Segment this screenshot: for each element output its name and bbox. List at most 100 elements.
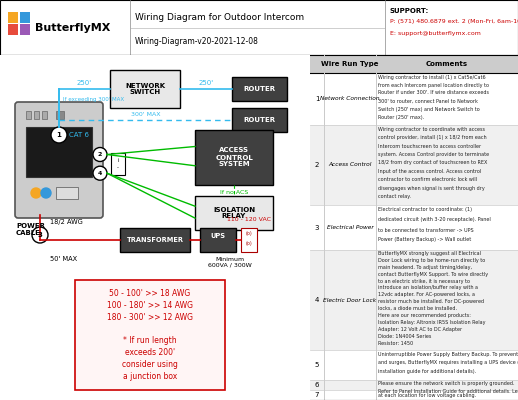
Text: NETWORK
SWITCH: NETWORK SWITCH (125, 82, 165, 96)
Text: If no ACS: If no ACS (220, 190, 248, 195)
Text: to an electric strike, it is necessary to: to an electric strike, it is necessary t… (378, 278, 470, 284)
Text: from each Intercom panel location directly to: from each Intercom panel location direct… (378, 82, 489, 88)
Bar (310, 380, 518, 390)
Text: 7: 7 (315, 392, 319, 398)
Bar (241, 228, 257, 252)
Text: Refer to Panel Installation Guide for additional details. Leave 6' service loop: Refer to Panel Installation Guide for ad… (378, 390, 518, 394)
Text: 4: 4 (98, 171, 102, 176)
Text: ROUTER: ROUTER (243, 117, 276, 123)
Text: 18/2 AWG: 18/2 AWG (50, 219, 83, 225)
Text: 6: 6 (315, 382, 319, 388)
Bar (56, 187, 78, 199)
Circle shape (41, 188, 51, 198)
Text: Here are our recommended products:: Here are our recommended products: (378, 313, 471, 318)
Text: Wire Run Type: Wire Run Type (321, 61, 379, 67)
Bar (200, 228, 236, 252)
Text: Input of the access control. Access control: Input of the access control. Access cont… (378, 169, 481, 174)
Text: ACCESS
CONTROL
SYSTEM: ACCESS CONTROL SYSTEM (215, 148, 253, 168)
Text: -: - (117, 165, 119, 170)
Text: main headend. To adjust timing/delay,: main headend. To adjust timing/delay, (378, 265, 472, 270)
Text: Please ensure the network switch is properly grounded.: Please ensure the network switch is prop… (378, 381, 514, 386)
Text: locks, a diode must be installed.: locks, a diode must be installed. (378, 306, 457, 311)
Bar (20, 24, 30, 35)
Text: 110 - 120 VAC: 110 - 120 VAC (227, 217, 271, 222)
Text: Network Connection: Network Connection (320, 96, 380, 102)
Text: ButterflyMX: ButterflyMX (35, 23, 110, 33)
Text: Door Lock wiring to be home-run directly to: Door Lock wiring to be home-run directly… (378, 258, 485, 263)
Text: POWER
CABLE: POWER CABLE (16, 223, 45, 236)
Text: contact relay.: contact relay. (378, 194, 411, 199)
Bar (232, 77, 287, 101)
Text: (o): (o) (246, 232, 252, 236)
Text: Electrical Power: Electrical Power (327, 225, 373, 230)
Bar (8, 24, 18, 35)
Bar (310, 55, 518, 73)
Text: to be connected to transformer -> UPS: to be connected to transformer -> UPS (378, 228, 473, 232)
Text: contact ButterflyMX Support. To wire directly: contact ButterflyMX Support. To wire dir… (378, 272, 488, 277)
Text: ROUTER: ROUTER (243, 86, 276, 92)
Text: disengages when signal is sent through dry: disengages when signal is sent through d… (378, 186, 485, 191)
Bar (232, 108, 287, 132)
Circle shape (93, 148, 107, 162)
Bar (120, 228, 190, 252)
Text: 1: 1 (56, 132, 62, 138)
Bar (310, 73, 518, 125)
Text: 300' to router, connect Panel to Network: 300' to router, connect Panel to Network (378, 98, 478, 104)
Bar (310, 125, 518, 205)
Text: 4: 4 (315, 297, 319, 303)
Text: SUPPORT:: SUPPORT: (390, 8, 429, 14)
Text: Isolation Relay: Altronix IR5S Isolation Relay: Isolation Relay: Altronix IR5S Isolation… (378, 320, 485, 325)
Bar (42, 111, 47, 119)
Text: 50 - 100' >> 18 AWG
100 - 180' >> 14 AWG
180 - 300' >> 12 AWG

* If run length
e: 50 - 100' >> 18 AWG 100 - 180' >> 14 AWG… (107, 289, 193, 381)
Text: system. Access Control provider to terminate: system. Access Control provider to termi… (378, 152, 489, 157)
Text: Switch (250' max) and Network Switch to: Switch (250' max) and Network Switch to (378, 106, 480, 112)
Text: Wiring contractor to coordinate with access: Wiring contractor to coordinate with acc… (378, 127, 485, 132)
Text: 250': 250' (77, 80, 92, 86)
Text: E: support@butterflymx.com: E: support@butterflymx.com (390, 30, 481, 36)
Text: Minimum
600VA / 300W: Minimum 600VA / 300W (208, 257, 252, 268)
Text: 12vdc adapter. For AC-powered locks, a: 12vdc adapter. For AC-powered locks, a (378, 292, 475, 297)
Text: dedicated circuit (with 3-20 receptacle). Panel: dedicated circuit (with 3-20 receptacle)… (378, 218, 491, 222)
Text: TRANSFORMER: TRANSFORMER (126, 237, 183, 243)
Text: Access Control: Access Control (328, 162, 372, 168)
Text: Adapter: 12 Volt AC to DC Adapter: Adapter: 12 Volt AC to DC Adapter (378, 327, 462, 332)
Text: Router (250' max).: Router (250' max). (378, 114, 424, 120)
Text: 3: 3 (38, 232, 42, 238)
Text: 250': 250' (198, 80, 213, 86)
Text: Electric Door Lock: Electric Door Lock (323, 298, 377, 302)
Text: i: i (117, 158, 119, 163)
Text: Router if under 300'. If wire distance exceeds: Router if under 300'. If wire distance e… (378, 90, 489, 96)
Text: Power (Battery Backup) -> Wall outlet: Power (Battery Backup) -> Wall outlet (378, 238, 471, 242)
Bar (34, 111, 39, 119)
Circle shape (31, 188, 41, 198)
Text: 50' MAX: 50' MAX (50, 256, 77, 262)
Text: and surges, ButterflyMX requires installing a UPS device (see panel: and surges, ButterflyMX requires install… (378, 360, 518, 365)
Text: 2: 2 (98, 152, 102, 157)
Text: 5: 5 (315, 362, 319, 368)
Bar (310, 205, 518, 250)
Text: Diode: 1N4004 Series: Diode: 1N4004 Series (378, 334, 431, 339)
Bar (20, 12, 30, 23)
Text: Electrical contractor to coordinate: (1): Electrical contractor to coordinate: (1) (378, 208, 472, 212)
Text: P: (571) 480.6879 ext. 2 (Mon-Fri, 6am-10pm EST): P: (571) 480.6879 ext. 2 (Mon-Fri, 6am-1… (390, 20, 518, 24)
Bar (26, 127, 92, 177)
Text: Wiring Diagram for Outdoor Intercom: Wiring Diagram for Outdoor Intercom (135, 12, 304, 22)
Bar (310, 390, 518, 400)
Text: resistor much be installed. For DC-powered: resistor much be installed. For DC-power… (378, 299, 484, 304)
Text: Comments: Comments (426, 61, 468, 67)
Text: UPS: UPS (210, 233, 225, 239)
Text: 2: 2 (315, 162, 319, 168)
Text: at each location for low voltage cabling.: at each location for low voltage cabling… (378, 394, 476, 398)
Text: Resistor: 1450: Resistor: 1450 (378, 341, 413, 346)
Circle shape (32, 227, 48, 243)
Text: ISOLATION
RELAY: ISOLATION RELAY (213, 206, 255, 220)
Text: Wiring-Diagram-v20-2021-12-08: Wiring-Diagram-v20-2021-12-08 (135, 36, 259, 46)
Bar (310, 250, 518, 350)
Text: contractor to confirm electronic lock will: contractor to confirm electronic lock wi… (378, 177, 477, 182)
Bar (8, 12, 18, 23)
Circle shape (93, 166, 107, 180)
Circle shape (51, 127, 67, 143)
FancyBboxPatch shape (15, 102, 103, 218)
Text: installation guide for additional details).: installation guide for additional detail… (378, 369, 476, 374)
Text: CAT 6: CAT 6 (69, 132, 89, 138)
